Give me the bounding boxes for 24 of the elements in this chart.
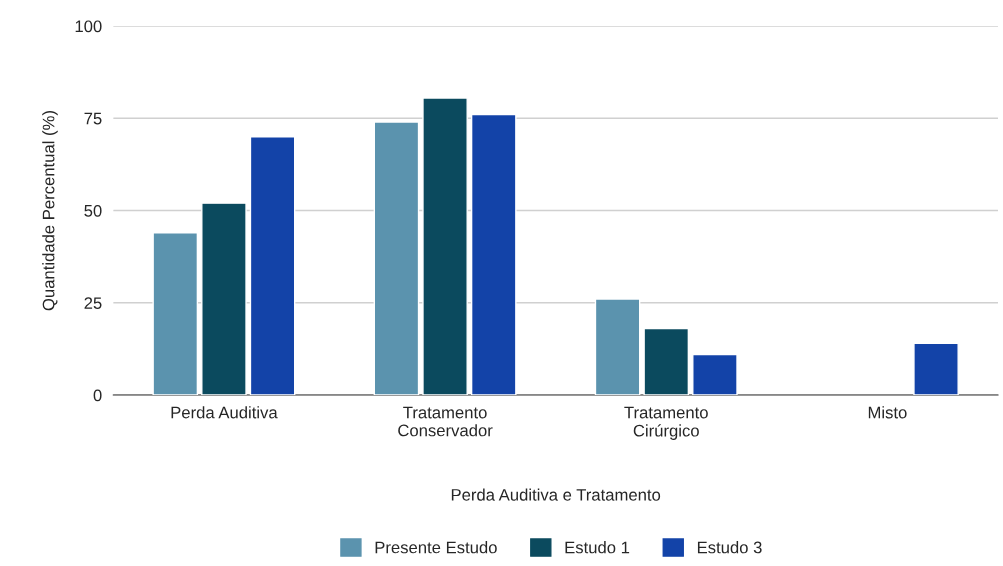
x-tick-label: Tratamento Cirúrgico: [624, 406, 708, 440]
bar: [692, 353, 738, 396]
bar: [643, 327, 690, 396]
legend-label: Presente Estudo: [375, 541, 497, 554]
y-tick-label: 25: [84, 297, 102, 310]
y-tick-label: 50: [84, 204, 102, 217]
x-tick-label: Tratamento Conservador: [398, 406, 493, 437]
x-tick-label: Perda Auditiva: [171, 406, 278, 419]
bar: [373, 121, 420, 396]
bar: [152, 231, 199, 396]
y-tick-label: 75: [84, 112, 102, 125]
y-tick-label: 100: [75, 20, 102, 33]
bar: [249, 136, 296, 396]
bar: [422, 97, 468, 396]
legend-label: Estudo 3: [697, 541, 762, 554]
y-axis-title: Quantidade Percentual (%): [42, 111, 58, 311]
bar: [201, 202, 247, 396]
bar: [913, 342, 959, 396]
y-tick-label: 0: [93, 389, 102, 402]
x-axis-title: Perda Auditiva e Tratamento: [451, 488, 661, 501]
bar: [470, 113, 517, 396]
bar: [594, 298, 641, 396]
x-tick-label: Misto: [868, 406, 907, 419]
legend-label: Estudo 1: [565, 541, 630, 554]
